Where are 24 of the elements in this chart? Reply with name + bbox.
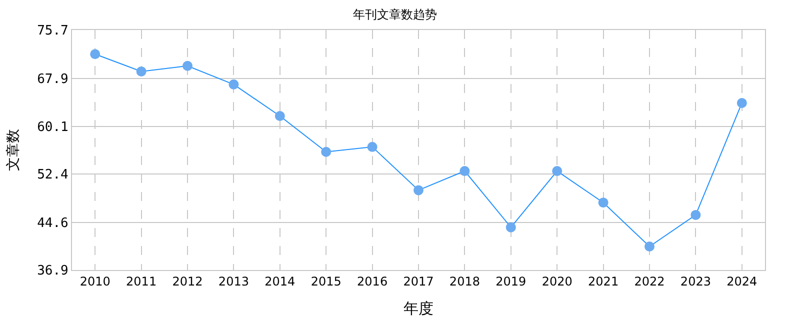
x-tick-label: 2017 — [403, 274, 434, 288]
y-tick-label: 67.9 — [37, 72, 68, 87]
x-tick-label: 2019 — [496, 274, 526, 288]
x-tick-label: 2016 — [357, 274, 388, 288]
x-tick-label: 2023 — [680, 274, 711, 288]
y-tick-label: 60.1 — [37, 120, 68, 136]
x-tick-label: 2015 — [310, 274, 342, 288]
y-axis-title: 文章数 — [6, 129, 22, 171]
y-tick-label: 36.9 — [37, 264, 68, 279]
x-tick-label: 2018 — [449, 274, 480, 288]
x-tick-label: 2024 — [726, 274, 758, 288]
x-axis-title: 年度 — [404, 299, 434, 318]
x-tick-label: 2010 — [80, 274, 110, 288]
x-tick-label: 2020 — [542, 274, 572, 288]
x-tick-label: 2021 — [588, 274, 619, 288]
y-tick-label: 44.6 — [37, 216, 68, 231]
x-tick-label: 2013 — [218, 274, 249, 288]
x-tick-label: 2012 — [172, 274, 203, 288]
x-tick-label: 2011 — [126, 274, 157, 288]
y-tick-label: 52.4 — [37, 168, 69, 183]
x-tick-label: 2014 — [264, 274, 296, 288]
chart-title: 年刊文章数趋势 — [353, 7, 437, 22]
y-tick-label: 75.7 — [37, 24, 68, 39]
x-tick-label: 2022 — [634, 274, 665, 288]
